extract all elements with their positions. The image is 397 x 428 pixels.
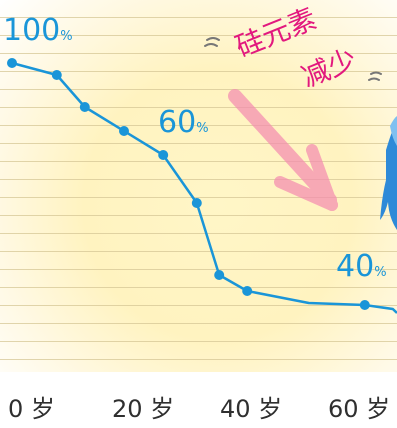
data-point: [359, 300, 370, 310]
human-figure-illustration: [380, 116, 397, 230]
line-series: [7, 58, 397, 314]
sparkle-mark: [204, 37, 220, 47]
x-axis-band: [0, 372, 397, 428]
data-label-unit: %: [60, 29, 73, 44]
x-tick-label: 60 岁: [328, 395, 391, 423]
decline-arrow: [228, 89, 338, 211]
data-point: [7, 58, 17, 68]
data-label-unit: %: [374, 265, 387, 280]
x-tick-label: 20 岁: [112, 395, 175, 423]
x-tick-label: 0 岁: [8, 395, 55, 423]
data-label-value: 60: [158, 105, 197, 140]
data-point: [191, 198, 202, 208]
data-point: [158, 150, 169, 160]
data-label-value: 40: [336, 249, 375, 284]
x-tick-label: 40 岁: [220, 395, 283, 423]
data-point: [242, 286, 253, 296]
sparkle-mark: [368, 71, 382, 81]
data-point: [51, 70, 62, 80]
data-point: [214, 270, 225, 280]
data-point: [79, 102, 90, 112]
data-label-60: 60%: [158, 108, 209, 138]
data-label-unit: %: [196, 121, 209, 136]
data-label-100: 100%: [3, 16, 73, 46]
data-point: [119, 126, 129, 136]
data-label-40: 40%: [336, 252, 387, 282]
data-label-value: 100: [3, 13, 61, 48]
